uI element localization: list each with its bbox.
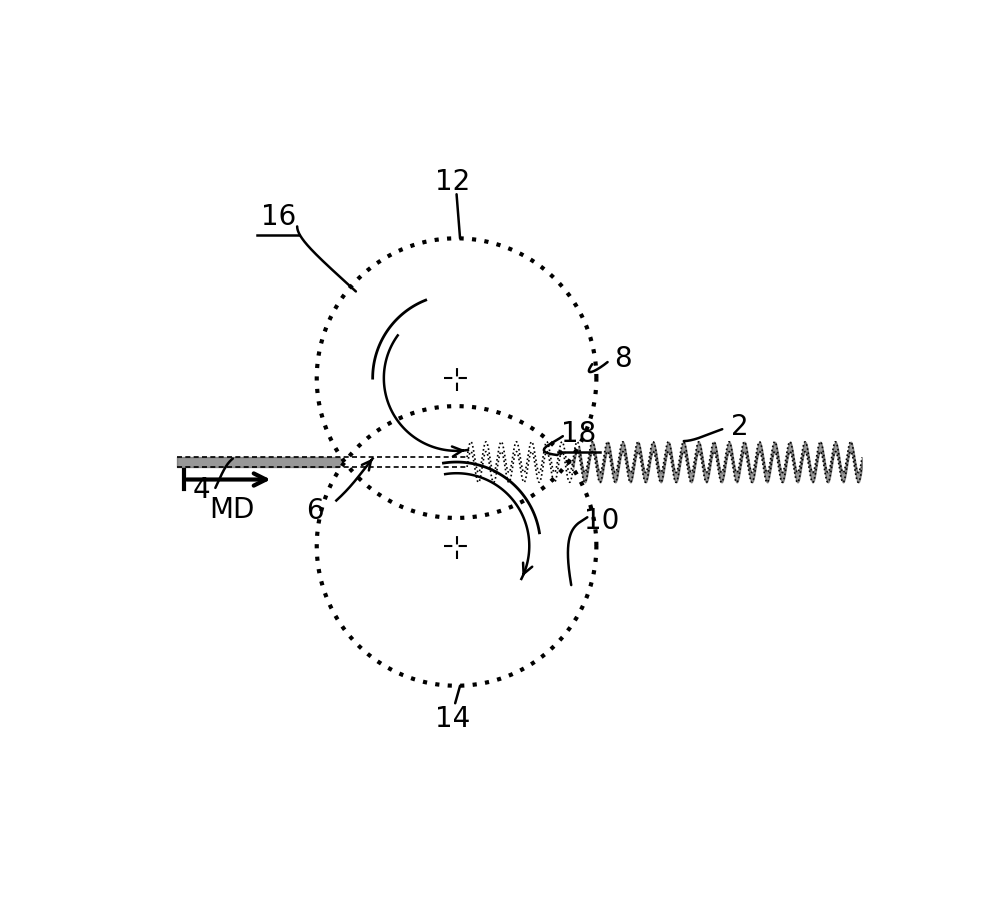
Text: 16: 16 bbox=[261, 203, 296, 232]
Text: 4: 4 bbox=[193, 476, 210, 504]
Circle shape bbox=[317, 406, 596, 686]
Text: 6: 6 bbox=[307, 497, 324, 525]
Text: 8: 8 bbox=[614, 345, 632, 373]
Text: MD: MD bbox=[209, 496, 254, 524]
Circle shape bbox=[317, 238, 596, 518]
Text: 2: 2 bbox=[731, 413, 749, 441]
Text: 10: 10 bbox=[584, 508, 620, 536]
Text: 14: 14 bbox=[435, 705, 471, 733]
Text: 12: 12 bbox=[435, 168, 471, 196]
Text: 18: 18 bbox=[561, 420, 597, 448]
